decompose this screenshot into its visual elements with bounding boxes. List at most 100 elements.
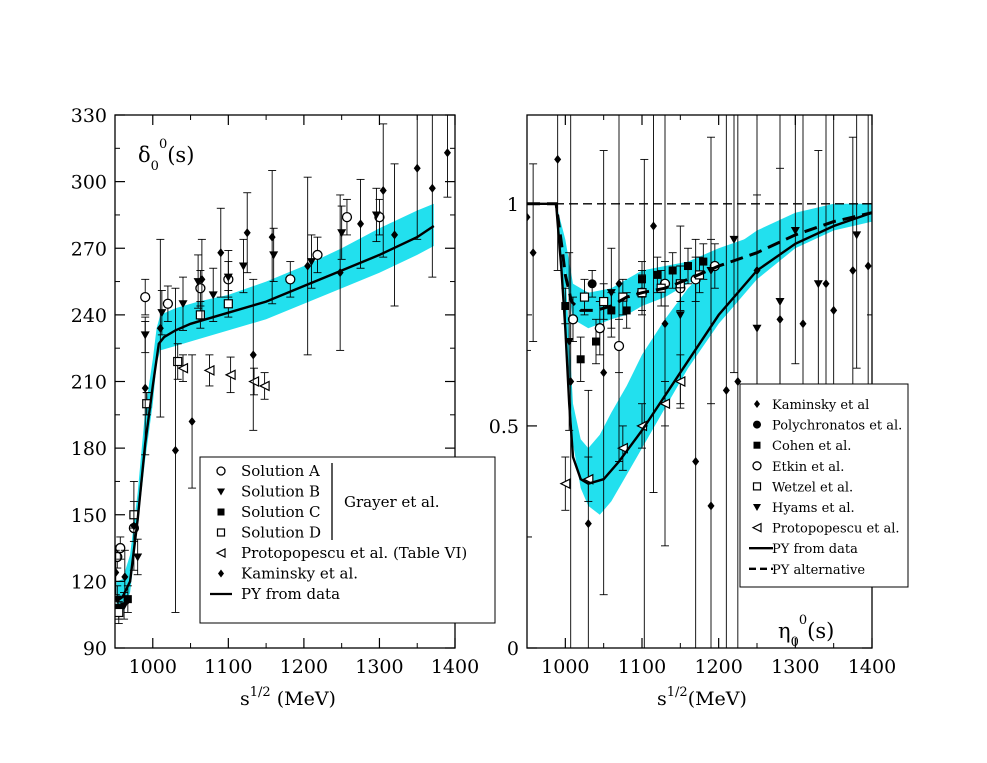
left-legend: Solution A Solution B Solution C Solution D… (199, 456, 496, 624)
x-tick-label: 1400 (848, 656, 896, 678)
right-panel-eta: 1000 1100 1200 1300 1400 0 0.5 1 η00(s) s1/2(Me… (489, 114, 909, 710)
kaminsky-et-al-point (243, 228, 251, 238)
kaminsky-et-al-point (357, 219, 365, 229)
solution-b-point (306, 258, 316, 267)
legend-solution-a-label: Solution A (241, 462, 320, 480)
legend-solution-d-marker (216, 528, 226, 537)
y-tick-label: 180 (71, 438, 107, 460)
hyams-et-al-point (852, 231, 862, 240)
y-tick-label: 330 (71, 105, 107, 127)
left-tick-labels: 1000 1100 1200 1300 1400 90 120 150 180 210 240 270… (71, 105, 479, 678)
y-tick-label: 0.5 (489, 416, 519, 438)
legend-polychronatos-et-al-label: Polychronatos et al. (772, 419, 902, 434)
x-tick-label: 1000 (129, 656, 177, 678)
kaminsky-et-al-point (217, 248, 225, 258)
etkin-et-al-point (613, 340, 625, 352)
y-tick-label: 120 (71, 571, 107, 593)
solution-b-point (208, 291, 218, 300)
etkin-et-al-point (594, 323, 605, 334)
wetzel-et-al-point (579, 292, 590, 302)
legend-solution-b-label: Solution B (241, 483, 320, 501)
legend-protopopescu-et-al-table-vi-label: Protopopescu et al. (Table VI) (241, 544, 467, 562)
y-tick-label: 240 (71, 305, 107, 327)
kaminsky-et-al-point (830, 305, 838, 315)
right-tick-labels: 1000 1100 1200 1300 1400 0 0.5 1 (489, 194, 896, 678)
right-legend-items: Kaminsky et al Polychronatos et al. Cohen … (749, 398, 902, 578)
legend-kaminsky-et-al-marker (754, 400, 760, 408)
kaminsky-et-al-point (171, 445, 179, 455)
py-from-data-curve (527, 202, 872, 485)
solution-a-point (162, 298, 174, 309)
error-band-0 (116, 203, 434, 617)
hyams-et-al-point (752, 324, 762, 333)
cohen-et-al-point (653, 270, 662, 279)
left-panel-label: δ00(s) (138, 137, 194, 174)
left-plot-frame (114, 114, 456, 649)
kaminsky-et-al-point (379, 186, 387, 196)
solution-d-point (223, 299, 233, 309)
protopopescu-et-al-point (582, 473, 594, 485)
cohen-et-al-point (684, 262, 692, 271)
solution-b-point (269, 251, 279, 260)
cohen-et-al-point (699, 257, 708, 266)
protopopescu-et-al-table-vi-point (224, 369, 236, 381)
kaminsky-et-al-point (198, 274, 206, 284)
solution-a-point (140, 291, 151, 303)
solution-b-point (133, 553, 143, 562)
solution-a-point (115, 542, 126, 554)
kaminsky-et-al-point (864, 261, 872, 271)
solution-a-point (312, 249, 323, 261)
kaminsky-et-al-point (249, 350, 257, 360)
kaminsky-et-al-point (554, 154, 562, 164)
hyams-et-al-point (606, 289, 616, 298)
kaminsky-et-al-point (121, 572, 129, 582)
protopopescu-et-al-table-vi-point (258, 380, 270, 392)
legend-py-from-data-label: PY from data (772, 542, 858, 557)
y-tick-label: 150 (71, 505, 107, 527)
solution-c-point (123, 595, 132, 604)
left-legend-items: Solution A Solution B Solution C Solution D… (210, 462, 467, 603)
right-plot-frame (526, 114, 873, 649)
kaminsky-et-al-point (849, 265, 857, 275)
x-tick-label: 1400 (431, 656, 479, 678)
kaminsky-et-al-point (722, 385, 730, 395)
legend-hyams-et-al-marker (753, 504, 761, 511)
solution-b-point (178, 300, 188, 309)
wetzel-et-al-point (599, 296, 609, 307)
legend-cohen-et-al-marker (753, 441, 761, 449)
solution-d-point (173, 356, 183, 367)
y-tick-label: 300 (71, 172, 107, 194)
legend-kaminsky-et-al-label: Kaminsky et al. (241, 565, 358, 583)
protopopescu-et-al-table-vi-point (203, 364, 215, 376)
legend-etkin-et-al-label: Etkin et al. (772, 460, 844, 475)
protopopescu-et-al-point (616, 442, 628, 454)
y-tick-label: 0 (507, 638, 519, 660)
kaminsky-et-al-point (413, 163, 421, 173)
legend-cohen-et-al-label: Cohen et al. (772, 439, 851, 454)
legend-polychronatos-et-al-marker (753, 420, 761, 429)
legend-wetzel-et-al-label: Wetzel et al. (772, 480, 853, 495)
left-fit-curve (115, 225, 435, 603)
cohen-et-al-point (592, 337, 600, 346)
kaminsky-et-al-point (268, 232, 276, 242)
cohen-et-al-point (576, 355, 585, 364)
legend-solution-a-marker (216, 466, 226, 476)
y-tick-label: 90 (83, 638, 107, 660)
kaminsky-et-al-point (141, 383, 149, 393)
legend-protopopescu-et-al-table-vi-marker (215, 548, 226, 558)
legend-kaminsky-et-al-label: Kaminsky et al (772, 398, 869, 413)
kaminsky-et-al-point (822, 279, 830, 289)
hyams-et-al-point (813, 280, 823, 289)
kaminsky-et-al-point (600, 368, 608, 378)
hyams-et-al-point (790, 226, 800, 235)
cohen-et-al-point (561, 301, 570, 310)
solution-a-point (285, 274, 296, 285)
right-legend-box (739, 383, 909, 588)
solution-a-point (341, 212, 353, 223)
solution-d-point (115, 607, 124, 618)
hyams-et-al-point (675, 311, 685, 320)
hyams-et-al-point (729, 235, 739, 244)
y-tick-label: 210 (71, 372, 107, 394)
legend-protopopescu-et-al-label: Protopopescu et al. (772, 522, 900, 537)
